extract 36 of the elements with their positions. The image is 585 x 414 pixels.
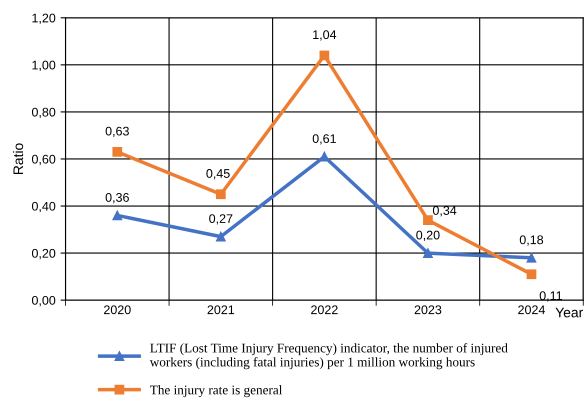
data-label: 0,34 [432,206,456,216]
point [526,269,536,280]
x-axis-title: Year [555,308,584,318]
point [216,189,226,200]
y-tick-label: 0,60 [32,154,56,166]
y-tick-label: 0,80 [32,108,56,118]
y-tick-label: 1,20 [32,14,56,24]
data-label: 0,61 [312,134,336,145]
x-tick-label: 2023 [414,305,442,314]
x-tick-label: 2020 [104,305,131,314]
x-tick-label: 2024 [518,305,546,314]
data-label: 1,04 [313,30,336,41]
point [526,252,536,263]
legend-label: LTIF (Lost Time Injury Frequency) indicator, the number of injured workers (including fatal injuries) per 1 million working hours [150,343,508,370]
point [423,248,433,258]
data-label: 0,20 [416,230,440,241]
point [112,210,122,220]
data-label: 0,18 [520,235,544,246]
y-tick-label: 1,00 [32,60,56,71]
legend-label: The injury rate is general [150,385,282,398]
x-tick-label: 2021 [208,305,234,314]
data-label: 0,11 [540,291,562,302]
point [320,50,330,60]
data-label: 0,45 [206,169,230,180]
point [216,232,226,242]
x-tick-label: 2022 [311,305,338,314]
point [112,147,122,157]
data-label: 0,36 [106,193,129,204]
data-label: 0,27 [209,214,232,225]
y-axis-title: Ratio [12,143,24,174]
point [423,215,433,226]
y-tick-label: 0,40 [32,202,56,212]
y-tick-label: 0,20 [32,248,56,260]
y-tick-label: 0,00 [32,296,56,306]
point [320,152,330,162]
data-label: 0,63 [106,126,129,138]
